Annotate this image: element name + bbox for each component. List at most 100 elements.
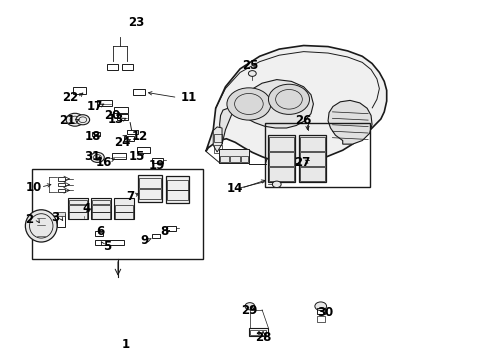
Bar (57, 212, 65, 216)
Bar (152, 158, 163, 163)
Text: 11: 11 (181, 91, 197, 104)
Bar (57, 214, 65, 227)
Text: 13: 13 (107, 113, 123, 126)
Circle shape (315, 302, 327, 311)
Circle shape (91, 152, 104, 162)
Bar (270, 167, 294, 181)
Circle shape (245, 303, 255, 310)
Bar (58, 183, 65, 186)
Text: 29: 29 (241, 305, 257, 318)
Bar (112, 153, 126, 159)
Text: 5: 5 (103, 240, 111, 253)
Circle shape (66, 113, 84, 126)
Text: 30: 30 (318, 306, 334, 319)
Bar (259, 329, 267, 335)
Polygon shape (213, 127, 222, 152)
Text: 20: 20 (104, 109, 120, 122)
Bar (152, 234, 160, 238)
Text: 19: 19 (149, 159, 165, 172)
Bar (95, 239, 124, 244)
Bar (114, 107, 128, 113)
Bar (250, 329, 258, 335)
Text: 9: 9 (141, 234, 149, 247)
Ellipse shape (25, 210, 57, 242)
Text: 26: 26 (295, 114, 312, 127)
Bar (69, 200, 87, 204)
Text: 25: 25 (242, 59, 258, 72)
Text: 1: 1 (121, 338, 129, 351)
Circle shape (272, 181, 281, 188)
Text: 8: 8 (160, 225, 169, 238)
Polygon shape (206, 45, 387, 164)
Bar (115, 205, 133, 212)
Bar (80, 211, 88, 216)
Bar (69, 212, 87, 219)
Bar (318, 316, 325, 321)
Bar (117, 114, 128, 120)
Circle shape (248, 71, 256, 76)
Polygon shape (220, 80, 314, 144)
Circle shape (269, 84, 310, 114)
Bar (269, 135, 295, 182)
Bar (133, 89, 146, 95)
Bar (299, 135, 326, 182)
Text: 14: 14 (227, 183, 244, 195)
Bar (318, 308, 325, 315)
Circle shape (227, 88, 271, 120)
Bar (230, 156, 240, 162)
Bar (167, 226, 175, 231)
Bar (58, 177, 65, 181)
Bar (115, 212, 133, 219)
Bar (137, 147, 150, 153)
Bar (92, 205, 110, 212)
Text: 22: 22 (62, 91, 78, 104)
Text: 23: 23 (128, 16, 145, 29)
Bar (92, 212, 110, 219)
Bar (140, 178, 161, 188)
Bar (270, 152, 294, 166)
Bar (220, 156, 229, 162)
Text: 18: 18 (84, 130, 101, 144)
Bar (98, 100, 112, 106)
Text: 24: 24 (114, 136, 130, 149)
Bar (241, 156, 248, 162)
Bar (68, 198, 88, 220)
Bar (73, 87, 86, 94)
Bar (127, 130, 138, 134)
Polygon shape (328, 100, 372, 144)
Bar (270, 136, 294, 151)
Bar (167, 180, 188, 190)
Bar (92, 132, 100, 136)
Bar (122, 64, 133, 69)
Bar (139, 175, 162, 202)
Bar (249, 328, 269, 336)
Text: 7: 7 (126, 190, 134, 203)
Bar (124, 136, 134, 140)
Text: 21: 21 (59, 114, 76, 127)
Bar (214, 134, 221, 142)
Bar (32, 169, 203, 259)
Bar (92, 200, 110, 204)
Text: 27: 27 (294, 156, 311, 168)
Bar (300, 167, 325, 181)
Text: 3: 3 (51, 211, 59, 224)
Bar (219, 149, 249, 163)
Text: 15: 15 (128, 150, 145, 163)
Text: 4: 4 (82, 202, 90, 215)
Bar (91, 198, 111, 220)
Bar (167, 190, 188, 201)
Text: 12: 12 (132, 130, 148, 144)
Text: 2: 2 (25, 213, 33, 226)
Text: 31: 31 (84, 150, 100, 163)
Bar (166, 176, 189, 203)
Bar (114, 198, 134, 220)
Bar (58, 189, 65, 192)
Circle shape (76, 115, 90, 125)
Text: 17: 17 (86, 100, 102, 113)
Text: 28: 28 (255, 331, 271, 344)
Bar (300, 152, 325, 166)
Text: 16: 16 (96, 156, 113, 168)
Text: 10: 10 (26, 181, 42, 194)
Bar (140, 189, 161, 199)
Bar (69, 205, 87, 212)
